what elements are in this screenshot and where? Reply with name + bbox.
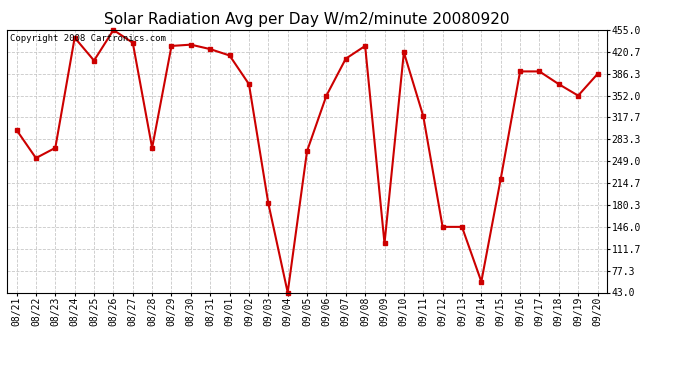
- Text: Copyright 2008 Cartronics.com: Copyright 2008 Cartronics.com: [10, 34, 166, 43]
- Title: Solar Radiation Avg per Day W/m2/minute 20080920: Solar Radiation Avg per Day W/m2/minute …: [104, 12, 510, 27]
